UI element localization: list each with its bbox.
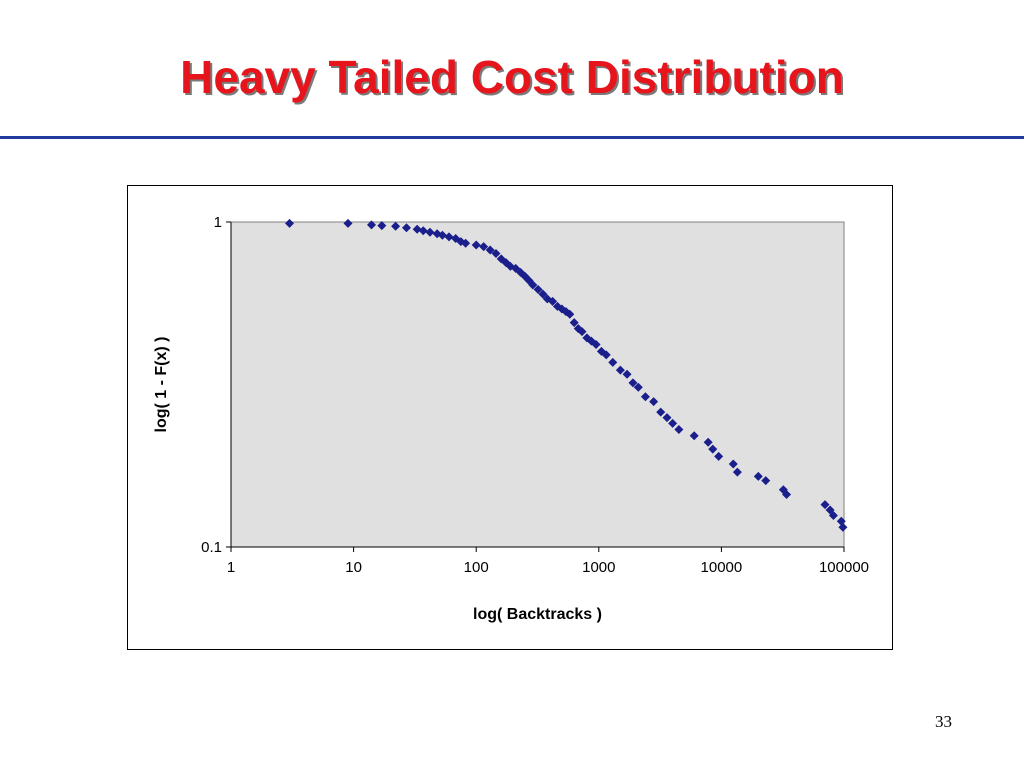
data-point: [573, 324, 583, 334]
data-point: [444, 232, 454, 242]
data-point: [284, 218, 294, 228]
x-tick-label: 1000: [582, 559, 615, 576]
data-point: [437, 230, 447, 240]
data-point: [836, 516, 846, 526]
data-point: [577, 327, 587, 337]
data-point: [628, 378, 638, 388]
data-point: [552, 301, 562, 311]
data-point: [538, 289, 548, 299]
data-point: [377, 221, 387, 231]
data-point: [491, 248, 501, 258]
data-point: [782, 490, 792, 500]
data-point: [732, 467, 742, 477]
data-point: [753, 471, 763, 481]
plot-area: [230, 221, 845, 548]
data-point: [649, 397, 659, 407]
data-point: [622, 369, 632, 379]
data-point: [596, 346, 606, 356]
x-tick-label: 100000: [819, 559, 869, 576]
data-point: [565, 309, 575, 319]
data-point: [615, 365, 625, 375]
data-point: [668, 418, 678, 428]
x-tick-label: 100: [464, 559, 489, 576]
data-point: [838, 522, 848, 532]
data-point: [633, 382, 643, 392]
data-point: [828, 511, 838, 521]
data-point: [820, 500, 830, 510]
data-point: [608, 357, 618, 367]
data-point: [714, 451, 724, 461]
data-point: [505, 261, 515, 271]
x-axis-label: log( Backtracks ): [473, 606, 602, 623]
data-point: [401, 223, 411, 233]
data-point: [471, 240, 481, 250]
data-point: [511, 263, 521, 273]
data-point: [343, 218, 353, 228]
chart-frame: 1 10 100 1000 10000 100000 0.1 1 log( 1 - F(x) …: [127, 185, 893, 650]
data-point: [703, 437, 713, 447]
data-point: [391, 221, 401, 231]
y-tick-label: 0.1: [201, 539, 222, 556]
data-point: [640, 392, 650, 402]
data-point: [412, 224, 422, 234]
data-point: [533, 284, 543, 294]
data-point: [591, 339, 601, 349]
data-point: [485, 245, 495, 255]
data-point: [479, 242, 489, 252]
data-point: [548, 296, 558, 306]
data-point: [542, 294, 552, 304]
y-tick-label: 1: [214, 214, 222, 231]
x-tick-label: 10000: [701, 559, 743, 576]
slide-title: Heavy Tailed Cost Distribution: [180, 51, 844, 103]
data-point: [516, 267, 526, 277]
title-divider: [0, 136, 1024, 139]
x-tick-label: 1: [227, 559, 235, 576]
data-point: [708, 444, 718, 454]
page-number: 33: [935, 712, 952, 731]
x-tick-label: 10: [345, 559, 362, 576]
data-point: [662, 413, 672, 423]
data-point: [528, 280, 538, 290]
data-point: [689, 431, 699, 441]
data-point: [461, 238, 471, 248]
y-axis-label: log( 1 - F(x) ): [153, 337, 170, 433]
data-point: [728, 459, 738, 469]
data-point: [674, 424, 684, 434]
data-point: [761, 476, 771, 486]
data-point: [656, 407, 666, 417]
data-point: [456, 237, 466, 247]
data-point: [569, 318, 579, 328]
scatter-chart: 1 10 100 1000 10000 100000 0.1 1 log( 1 - F(x) …: [153, 214, 869, 623]
data-point: [501, 258, 511, 268]
data-point: [367, 220, 377, 230]
data-point: [425, 227, 435, 237]
data-point: [557, 304, 567, 314]
data-point: [601, 350, 611, 360]
data-point: [418, 226, 428, 236]
